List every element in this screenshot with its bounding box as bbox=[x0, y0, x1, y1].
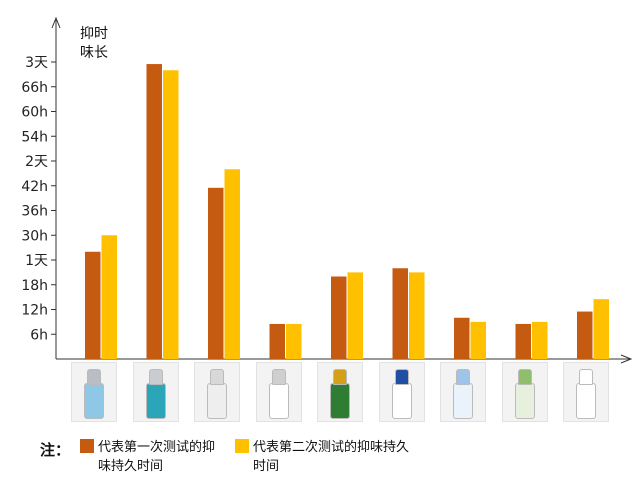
product-image-3 bbox=[194, 362, 240, 422]
roll-on-bottle-green-icon bbox=[333, 369, 347, 385]
bar-second-test-8 bbox=[532, 321, 548, 359]
y-axis-arrow bbox=[51, 16, 61, 29]
roll-on-bottle-white-blue-icon bbox=[579, 369, 593, 385]
product-image-9 bbox=[563, 362, 609, 422]
bar-first-test-2 bbox=[146, 64, 162, 359]
bar-second-test-7 bbox=[470, 321, 486, 359]
y-axis-label-line2: 味长 bbox=[80, 45, 108, 61]
bar-second-test-6 bbox=[409, 272, 425, 359]
bottle-body bbox=[330, 383, 350, 419]
product-image-7 bbox=[440, 362, 486, 422]
x-axis-arrow bbox=[620, 354, 633, 364]
y-tick-label: 60h bbox=[21, 105, 48, 121]
legend-second-line1: 代表第二次测试的抑味持久 bbox=[253, 439, 409, 455]
y-tick-label: 12h bbox=[21, 303, 48, 319]
roll-on-bottle-teal-icon bbox=[148, 369, 163, 385]
bar-second-test-9 bbox=[593, 299, 609, 359]
bars bbox=[85, 64, 609, 359]
legend-note-label: 注： bbox=[40, 441, 70, 459]
y-tick-label: 42h bbox=[21, 179, 48, 195]
product-image-4 bbox=[255, 362, 302, 422]
y-tick-label: 6h bbox=[30, 327, 48, 343]
bar-second-test-5 bbox=[347, 272, 363, 359]
y-tick-label: 66h bbox=[21, 80, 48, 96]
roll-on-bottle-white-icon bbox=[210, 369, 224, 385]
bottle-body bbox=[576, 383, 596, 419]
bottle-body bbox=[391, 383, 412, 419]
legend-first-line2: 味持久时间 bbox=[98, 459, 163, 474]
roll-on-bottle-blue-label-icon bbox=[87, 369, 101, 385]
bottle-body bbox=[207, 383, 227, 419]
bar-first-test-4 bbox=[269, 323, 285, 359]
product-image-2 bbox=[132, 362, 179, 422]
legend-first-line1: 代表第一次测试的抑 bbox=[98, 439, 215, 455]
product-image-6 bbox=[378, 362, 425, 422]
y-tick-label: 3天 bbox=[25, 55, 48, 71]
bottle-body bbox=[268, 383, 289, 419]
bar-first-test-9 bbox=[577, 311, 593, 359]
legend-swatch-first-test bbox=[80, 439, 94, 453]
bar-second-test-4 bbox=[286, 323, 302, 359]
bottle-body bbox=[514, 383, 535, 419]
bar-second-test-2 bbox=[163, 70, 179, 359]
roll-on-bottle-pink-label-icon bbox=[271, 369, 286, 385]
roll-on-bottle-blue-white-icon bbox=[394, 369, 409, 385]
bar-first-test-5 bbox=[331, 276, 347, 359]
bottle-body bbox=[145, 383, 166, 419]
stick-deodorant-green-icon bbox=[517, 369, 532, 385]
product-image-1 bbox=[71, 362, 117, 422]
bar-first-test-3 bbox=[208, 187, 224, 359]
y-tick-label: 18h bbox=[21, 278, 48, 294]
product-image-5 bbox=[317, 362, 363, 422]
legend: 注： 代表第一次测试的抑 味持久时间 代表第二次测试的抑味持久 时间 bbox=[40, 439, 409, 474]
bottle-body bbox=[84, 383, 104, 419]
bar-first-test-7 bbox=[454, 317, 470, 359]
bar-first-test-8 bbox=[515, 323, 531, 359]
legend-second-line2: 时间 bbox=[253, 459, 279, 474]
bottle-body bbox=[453, 383, 473, 419]
product-image-8 bbox=[501, 362, 548, 422]
bar-first-test-6 bbox=[392, 268, 408, 359]
y-axis-label-line1: 抑时 bbox=[80, 26, 108, 42]
y-axis-ticks: 6h 12h 18h 1天 30h 36h 42h 2天 54h 60h 66h 3天 bbox=[21, 55, 56, 343]
product-images-row bbox=[0, 362, 640, 432]
y-tick-label: 1天 bbox=[25, 253, 48, 269]
y-tick-label: 30h bbox=[21, 228, 48, 244]
y-tick-label: 36h bbox=[21, 204, 48, 220]
legend-swatch-second-test bbox=[235, 439, 249, 453]
roll-on-bottle-light-blue-icon bbox=[456, 369, 470, 385]
bar-second-test-1 bbox=[101, 235, 117, 359]
bar-first-test-1 bbox=[85, 251, 101, 359]
y-tick-label: 54h bbox=[21, 129, 48, 145]
bar-second-test-3 bbox=[224, 169, 240, 359]
y-tick-label: 2天 bbox=[25, 154, 48, 170]
